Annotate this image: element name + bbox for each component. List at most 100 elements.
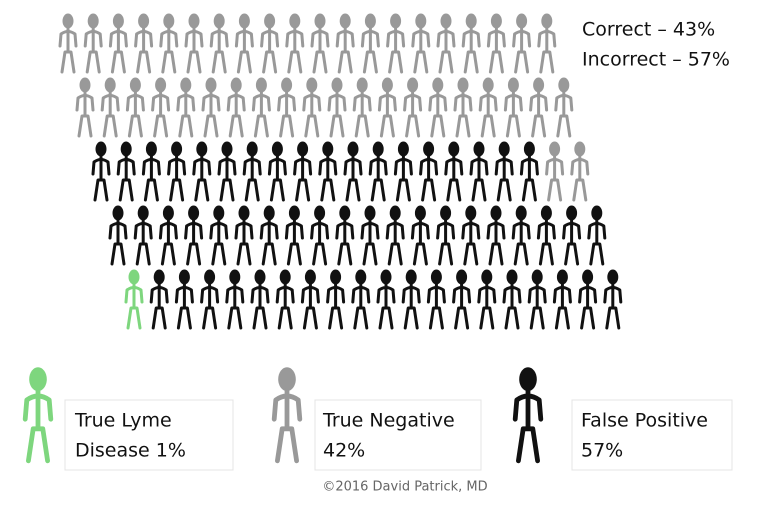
person [250, 269, 270, 330]
person [419, 141, 439, 202]
person [108, 205, 128, 266]
person [401, 269, 421, 330]
person [554, 77, 574, 138]
person [352, 77, 372, 138]
legend-label: True Lyme [74, 410, 172, 432]
footer: ©2016 David Patrick, MD [322, 480, 487, 495]
person [184, 205, 204, 266]
person [284, 205, 304, 266]
person [502, 269, 522, 330]
person [285, 13, 305, 74]
person [570, 141, 590, 202]
person [545, 141, 565, 202]
person [426, 269, 446, 330]
person [209, 205, 229, 266]
person [275, 269, 295, 330]
person [293, 141, 313, 202]
header-line: Correct – 43% [582, 19, 715, 41]
legend-label: 42% [323, 440, 365, 462]
person [302, 77, 322, 138]
person [134, 13, 154, 74]
person [234, 13, 254, 74]
person [527, 269, 547, 330]
person [141, 141, 161, 202]
person [200, 269, 220, 330]
person [174, 269, 194, 330]
legend-label: Disease 1% [75, 440, 186, 462]
person [536, 205, 556, 266]
person [603, 269, 623, 330]
person [436, 205, 456, 266]
person [368, 141, 388, 202]
person [158, 205, 178, 266]
person [151, 77, 171, 138]
person [326, 269, 346, 330]
legend-box [64, 399, 733, 471]
person [58, 13, 78, 74]
person [529, 77, 549, 138]
person [91, 141, 111, 202]
person [260, 13, 280, 74]
person [453, 77, 473, 138]
person [100, 77, 120, 138]
person [75, 77, 95, 138]
person [578, 269, 598, 330]
person [444, 141, 464, 202]
person [377, 77, 397, 138]
person [360, 205, 380, 266]
person [267, 141, 287, 202]
person [184, 13, 204, 74]
legend-icon [271, 367, 303, 464]
person [562, 205, 582, 266]
person [217, 141, 237, 202]
person [209, 13, 229, 74]
person [226, 77, 246, 138]
person [486, 13, 506, 74]
person [461, 205, 481, 266]
person [410, 205, 430, 266]
person [108, 13, 128, 74]
person [385, 205, 405, 266]
header-line: Incorrect – 57% [582, 49, 730, 71]
person [242, 141, 262, 202]
person [83, 13, 103, 74]
person [511, 205, 531, 266]
person [428, 77, 448, 138]
person [234, 205, 254, 266]
person [335, 205, 355, 266]
person [351, 269, 371, 330]
person [167, 141, 187, 202]
person [552, 269, 572, 330]
person [452, 269, 472, 330]
legend-icon [22, 367, 54, 464]
person [469, 141, 489, 202]
person [335, 13, 355, 74]
person [300, 269, 320, 330]
person [310, 205, 330, 266]
person [133, 205, 153, 266]
person [310, 13, 330, 74]
person [486, 205, 506, 266]
person [494, 141, 514, 202]
person [477, 269, 497, 330]
person [386, 13, 406, 74]
person [478, 77, 498, 138]
person [393, 141, 413, 202]
person [587, 205, 607, 266]
legend-label: 57% [581, 440, 623, 462]
person [225, 269, 245, 330]
legend-label: True Negative [322, 410, 455, 432]
person [259, 205, 279, 266]
person [251, 77, 271, 138]
person [124, 269, 144, 330]
person [512, 13, 532, 74]
legend-label: False Positive [581, 410, 708, 432]
person [176, 77, 196, 138]
person [125, 77, 145, 138]
person [149, 269, 169, 330]
person [461, 13, 481, 74]
person [343, 141, 363, 202]
person [277, 77, 297, 138]
